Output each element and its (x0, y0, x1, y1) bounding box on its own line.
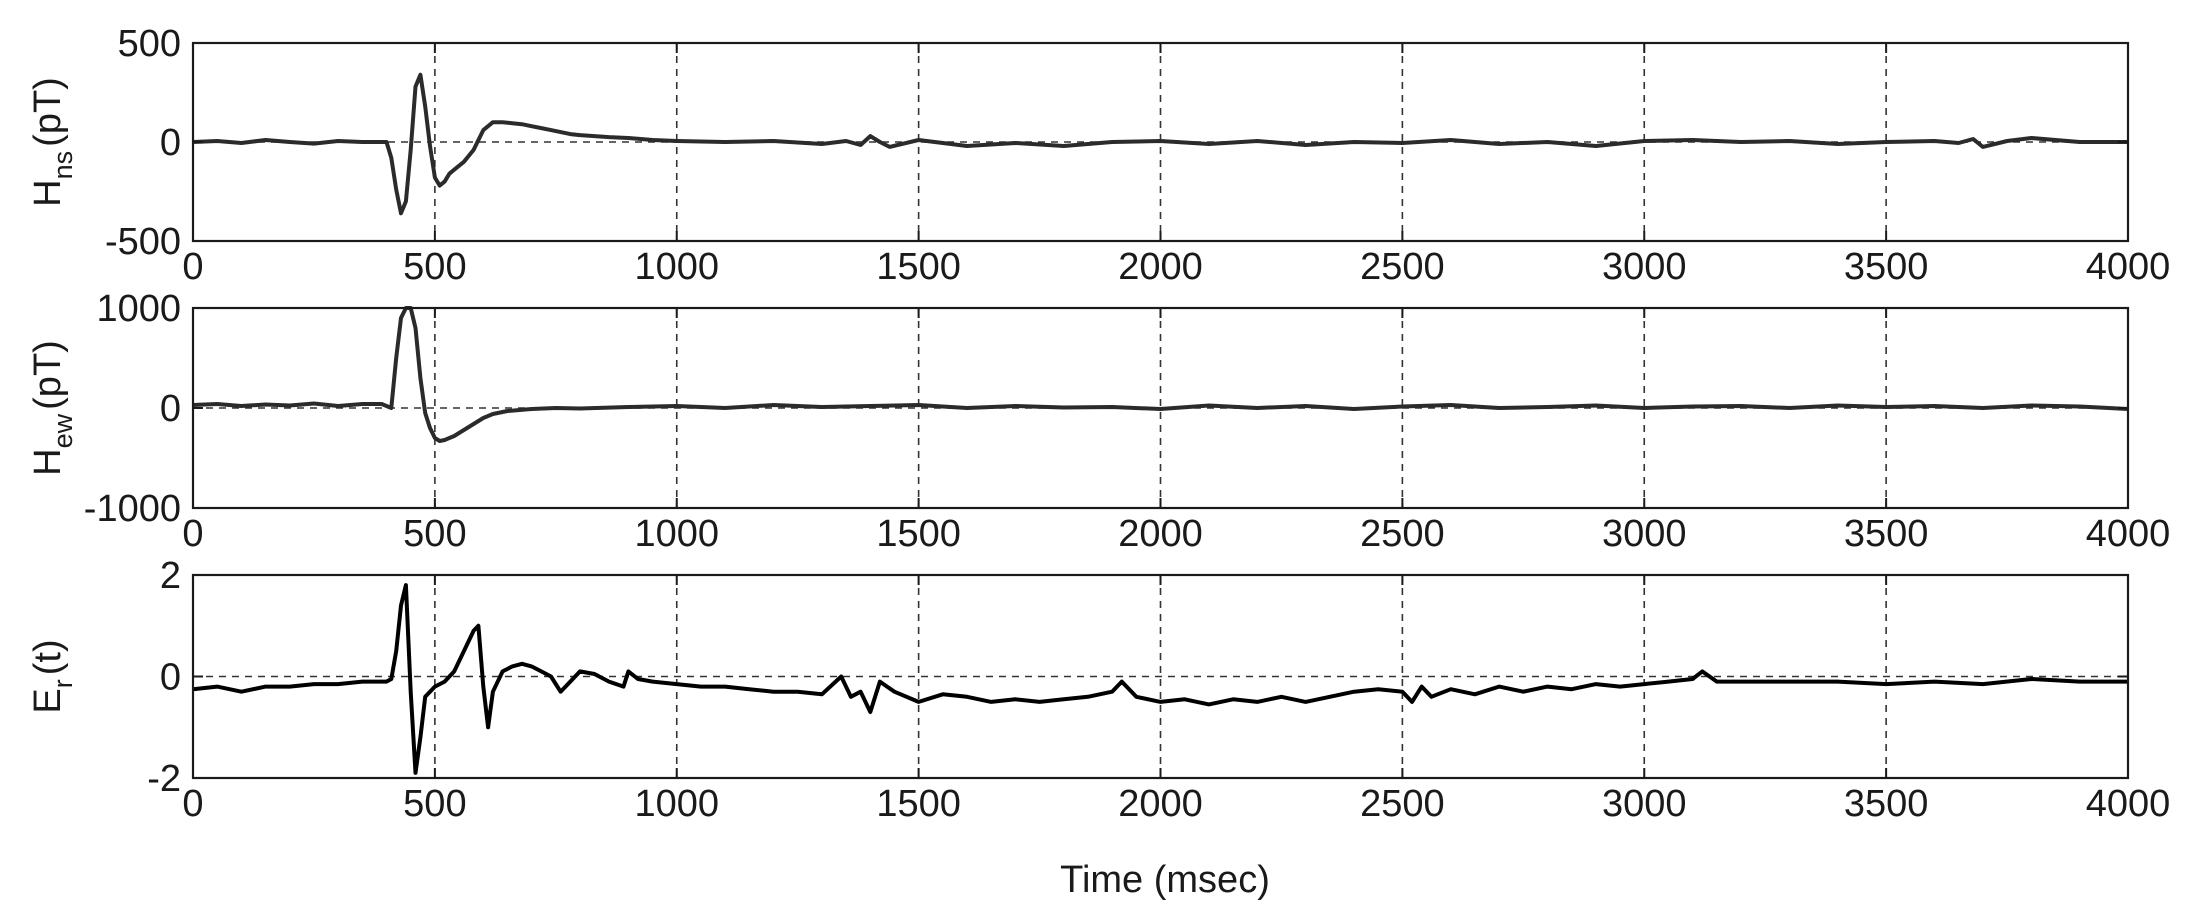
y-axis-label-main: E (27, 688, 69, 713)
x-tick-label: 3000 (1602, 783, 1687, 825)
y-axis-label-unit: (t) (27, 639, 69, 675)
y-tick-label: 1000 (96, 288, 181, 330)
x-tick-label: 1500 (876, 513, 961, 555)
y-axis-label-sub: ew (48, 413, 78, 448)
y-axis-label-unit: (pT) (27, 77, 69, 147)
y-axis-label-unit: (pT) (27, 340, 69, 410)
y-tick-label: 0 (160, 657, 181, 699)
panel-1: 0 500 1000 1500 2000 2500 3000 3500 40005000-500… (27, 23, 2170, 288)
x-tick-label: 1000 (634, 513, 719, 555)
series-line (192, 306, 2129, 443)
y-tick-label: 2 (160, 555, 181, 597)
y-axis-label: Er (t) (27, 639, 78, 713)
panel-2: 0 500 1000 1500 2000 2500 3000 3500 400010000-10… (27, 288, 2170, 555)
x-tick-label: 3500 (1844, 246, 1929, 288)
x-tick-label: 1000 (634, 783, 719, 825)
x-tick-label: 0 (182, 783, 203, 825)
x-axis-label: Time (msec) (1060, 859, 1270, 901)
x-tick-label: 3500 (1844, 783, 1929, 825)
x-tick-label: 3500 (1844, 513, 1929, 555)
x-tick-label: 0 (182, 513, 203, 555)
series-line (192, 72, 2128, 216)
x-tick-label: 4000 (2086, 513, 2171, 555)
y-axis-label: Hns (pT) (27, 77, 78, 207)
x-tick-label: 3000 (1602, 513, 1687, 555)
y-axis-label-main: H (27, 179, 69, 206)
y-tick-label: 0 (160, 122, 181, 164)
x-tick-label: 2000 (1118, 246, 1203, 288)
x-tick-label: 2000 (1118, 513, 1203, 555)
y-axis-label: Hew(pT) (27, 340, 78, 476)
y-axis-label-main: H (27, 448, 69, 475)
y-tick-label: 500 (118, 23, 181, 65)
y-tick-label: 0 (160, 388, 181, 430)
x-tick-label: 2500 (1360, 513, 1445, 555)
x-tick-label: 4000 (2086, 783, 2171, 825)
x-tick-label: 2000 (1118, 783, 1203, 825)
y-tick-label: -500 (105, 221, 181, 263)
series-line (192, 583, 2128, 775)
x-tick-label: 1500 (876, 783, 961, 825)
x-tick-label: 1000 (634, 246, 719, 288)
x-tick-label: 1500 (876, 246, 961, 288)
y-tick-label: -1000 (84, 488, 181, 530)
y-axis-label-sub: r (48, 679, 78, 688)
x-tick-label: 2500 (1360, 783, 1445, 825)
panels-group: 0 500 1000 1500 2000 2500 3000 3500 40005000-500… (27, 23, 2170, 825)
x-tick-label: 500 (403, 783, 466, 825)
x-tick-label: 500 (403, 513, 466, 555)
x-tick-label: 3000 (1602, 246, 1687, 288)
y-tick-label: -2 (147, 758, 181, 800)
x-tick-label: 0 (182, 246, 203, 288)
x-tick-label: 4000 (2086, 246, 2171, 288)
x-tick-label: 2500 (1360, 246, 1445, 288)
x-tick-label: 500 (403, 246, 466, 288)
y-axis-label-sub: ns (48, 151, 78, 180)
panel-3: 0 500 1000 1500 2000 2500 3000 3500 400020-2Er(t… (27, 555, 2170, 825)
